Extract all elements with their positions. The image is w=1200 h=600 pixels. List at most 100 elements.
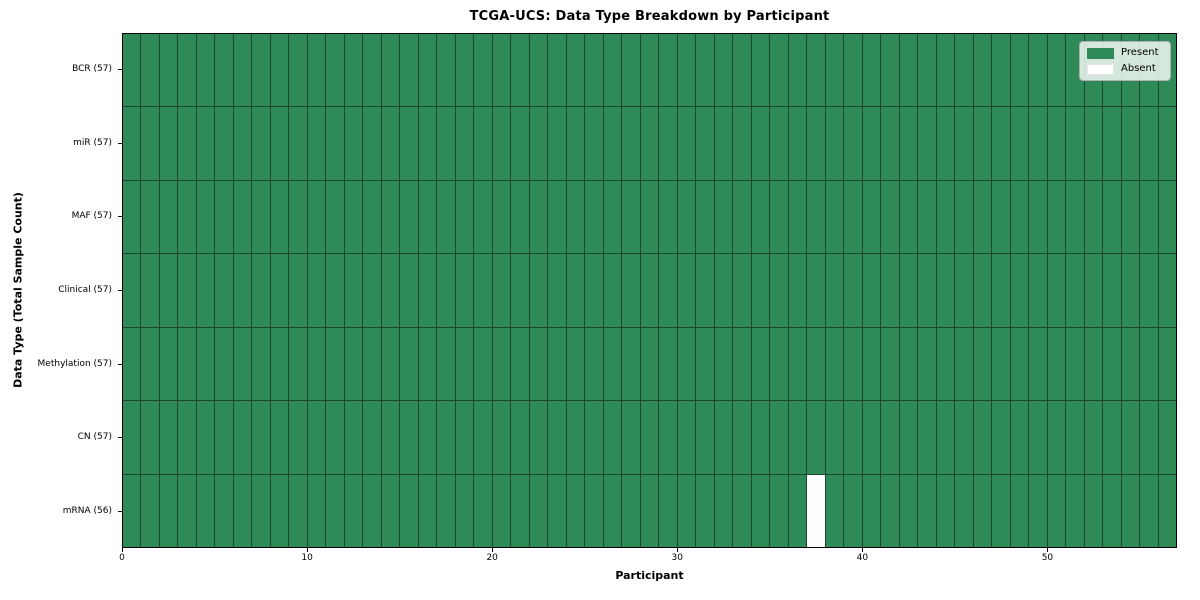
matrix-cell-present [899, 180, 918, 254]
matrix-cell-present [363, 327, 381, 401]
matrix-cell-present [955, 34, 973, 107]
matrix-cell-present [270, 401, 289, 474]
matrix-cell-present [955, 107, 973, 180]
matrix-cell-present [123, 107, 141, 180]
matrix-cell-present [326, 474, 344, 547]
matrix-cell-present [659, 180, 677, 254]
matrix-cell-present [862, 254, 881, 327]
matrix-cell-present [1158, 401, 1176, 474]
matrix-cell-present [233, 107, 252, 180]
matrix-cell-present [696, 474, 714, 547]
matrix-cell-present [1010, 401, 1029, 474]
matrix-cell-present [862, 34, 881, 107]
matrix-cell-present [1158, 327, 1176, 401]
x-axis-label: Participant [615, 569, 684, 582]
matrix-cell-present [566, 107, 585, 180]
matrix-cell-present [233, 34, 252, 107]
matrix-cell-present [1066, 474, 1084, 547]
matrix-cell-present [233, 180, 252, 254]
matrix-cell-present [659, 401, 677, 474]
matrix-cell-present [696, 401, 714, 474]
matrix-cell-present [1029, 327, 1047, 401]
matrix-cell-present [215, 180, 233, 254]
matrix-cell-present [1103, 180, 1121, 254]
matrix-cell-present [455, 107, 474, 180]
matrix-cell-present [1047, 34, 1066, 107]
matrix-cell-present [585, 34, 603, 107]
matrix-cell-present [1103, 254, 1121, 327]
matrix-cell-present [215, 254, 233, 327]
matrix-cell-present [714, 107, 733, 180]
matrix-cell-present [1121, 254, 1140, 327]
matrix-cell-present [1047, 401, 1066, 474]
matrix-cell-present [437, 34, 455, 107]
matrix-cell-present [862, 180, 881, 254]
matrix-cell-present [714, 327, 733, 401]
matrix-cell-present [955, 180, 973, 254]
matrix-cell-present [1121, 327, 1140, 401]
matrix-cell-present [825, 180, 844, 254]
matrix-cell-present [474, 34, 492, 107]
matrix-cell-present [807, 327, 825, 401]
matrix-cell-present [936, 180, 955, 254]
matrix-cell-present [1121, 107, 1140, 180]
matrix-cell-present [566, 180, 585, 254]
matrix-cell-present [640, 107, 659, 180]
matrix-cell-present [918, 401, 936, 474]
matrix-cell-present [807, 254, 825, 327]
matrix-cell-present [918, 254, 936, 327]
x-tick-mark [121, 548, 123, 552]
matrix-cell-present [307, 254, 326, 327]
matrix-cell-present [751, 474, 770, 547]
matrix-cell-present [751, 107, 770, 180]
legend-item: Absent [1087, 63, 1163, 75]
matrix-cell-present [141, 107, 159, 180]
x-tick-label: 0 [119, 553, 125, 563]
matrix-cell-present [529, 34, 548, 107]
matrix-cell-present [1158, 254, 1176, 327]
matrix-cell-present [548, 254, 566, 327]
matrix-cell-present [123, 180, 141, 254]
matrix-cell-present [973, 34, 992, 107]
matrix-cell-present [252, 401, 270, 474]
matrix-cell-present [455, 254, 474, 327]
matrix-cell-present [1103, 401, 1121, 474]
matrix-cell-present [825, 254, 844, 327]
x-tick-label: 30 [671, 553, 683, 563]
matrix-cell-present [770, 34, 788, 107]
matrix-cell-present [566, 401, 585, 474]
matrix-cell-present [511, 34, 529, 107]
matrix-cell-present [640, 180, 659, 254]
matrix-cell-present [603, 401, 622, 474]
matrix-cell-present [825, 474, 844, 547]
y-tick-mark [118, 142, 122, 144]
matrix-cell-present [1121, 474, 1140, 547]
matrix-cell-present [770, 180, 788, 254]
matrix-cell-present [492, 180, 511, 254]
matrix-cell-present [178, 327, 196, 401]
matrix-cell-present [455, 327, 474, 401]
matrix-cell-present [344, 474, 363, 547]
x-tick-label: 10 [301, 553, 313, 563]
matrix-cell-present [511, 327, 529, 401]
matrix-cell-present [714, 254, 733, 327]
matrix-cell-present [622, 34, 640, 107]
matrix-cell-present [844, 180, 862, 254]
matrix-cell-present [326, 327, 344, 401]
matrix-cell-present [400, 327, 418, 401]
matrix-cell-present [677, 401, 696, 474]
matrix-cell-present [326, 254, 344, 327]
matrix-cell-present [936, 474, 955, 547]
matrix-cell-present [807, 34, 825, 107]
x-tick-mark [861, 548, 863, 552]
matrix-cell-present [585, 107, 603, 180]
matrix-cell-present [511, 474, 529, 547]
matrix-cell-present [474, 474, 492, 547]
matrix-cell-present [1066, 180, 1084, 254]
matrix-cell-present [751, 34, 770, 107]
matrix-cell-present [844, 474, 862, 547]
matrix-cell-present [344, 107, 363, 180]
matrix-cell-present [862, 401, 881, 474]
matrix-cell-present [511, 180, 529, 254]
matrix-cell-present [511, 107, 529, 180]
